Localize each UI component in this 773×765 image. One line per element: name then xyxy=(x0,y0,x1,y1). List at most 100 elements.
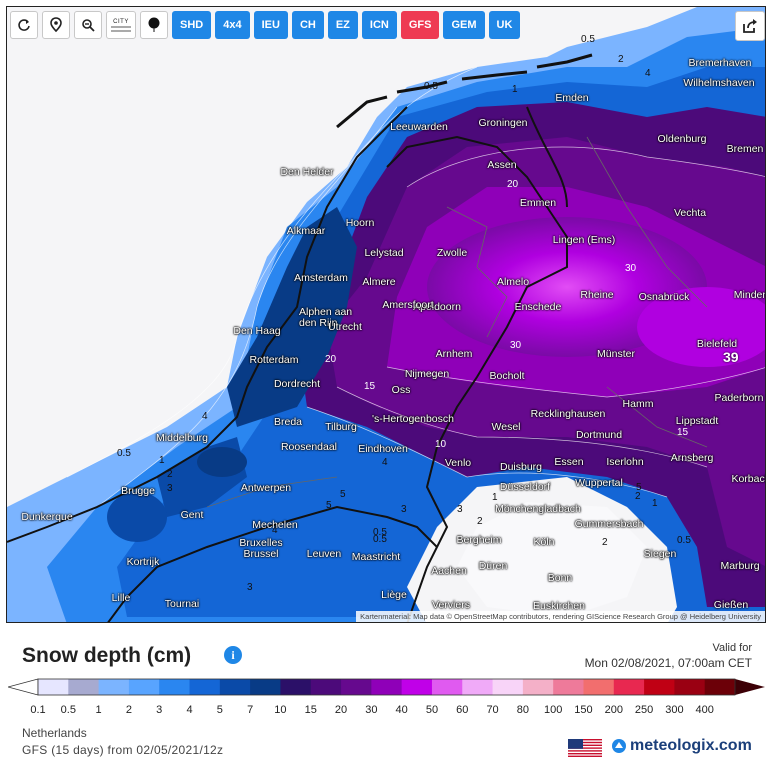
model-button-gem[interactable]: GEM xyxy=(443,11,485,39)
city-label: Tournai xyxy=(164,598,200,610)
scale-swatch xyxy=(704,679,736,695)
city-label: Emden xyxy=(555,92,589,104)
map-pin-icon xyxy=(50,17,62,33)
city-label: Bonn xyxy=(547,572,573,584)
city-label: Wesel xyxy=(491,421,521,433)
city-label: Eindhoven xyxy=(358,443,408,455)
scale-tick-label: 15 xyxy=(304,704,317,716)
contour-label: 1 xyxy=(652,498,658,509)
city-label: Korbach xyxy=(731,473,765,485)
scale-swatch xyxy=(613,679,645,695)
contour-label: 4 xyxy=(645,68,651,79)
scale-min-arrow xyxy=(8,678,39,696)
model-button-shd[interactable]: SHD xyxy=(172,11,212,39)
city-label: Düsseldorf xyxy=(499,481,551,493)
scale-swatch xyxy=(553,679,584,695)
city-label: Gießen xyxy=(713,599,749,611)
scale-swatch xyxy=(310,679,342,695)
city-label: Venlo xyxy=(444,457,472,469)
contour-label: 4 xyxy=(382,457,388,468)
scale-tick-label: 20 xyxy=(334,704,348,716)
valid-label: Valid for xyxy=(712,642,752,654)
share-icon xyxy=(743,19,757,33)
city-label: Den Helder xyxy=(280,166,334,178)
info-icon[interactable]: i xyxy=(224,646,242,664)
model-button-ez[interactable]: EZ xyxy=(327,11,358,39)
contour-label: 3 xyxy=(401,504,407,515)
contour-label: 20 xyxy=(507,179,519,190)
city-label: Almelo xyxy=(496,276,530,288)
city-label: Amersfoort xyxy=(382,299,434,311)
us-flag-icon[interactable] xyxy=(568,739,602,757)
map-toolbar: CITY SHD 4x4 IEU CH EZ ICN GFS GEM UK xyxy=(10,11,521,39)
city-label: Gent xyxy=(180,509,204,521)
meteologix-logo-icon xyxy=(612,739,626,753)
zoom-out-button[interactable] xyxy=(74,11,102,39)
contour-label: 20 xyxy=(325,354,337,365)
contour-label: 30 xyxy=(510,340,522,351)
city-label: Antwerpen xyxy=(240,482,292,494)
model-button-icn[interactable]: ICN xyxy=(361,11,397,39)
scale-tick-label: 60 xyxy=(456,704,469,716)
city-label: Alkmaar xyxy=(286,225,326,237)
city-label: Bergheim xyxy=(456,534,502,546)
contour-label: 30 xyxy=(625,263,637,274)
model-button-gfs[interactable]: GFS xyxy=(400,11,440,39)
scale-swatch xyxy=(128,679,160,695)
city-toggle-button[interactable]: CITY xyxy=(106,11,136,39)
city-label: Mechelen xyxy=(252,519,298,531)
city-label: Almere xyxy=(362,276,396,288)
contour-label: 0.5 xyxy=(373,534,387,545)
city-label: Alphen aan den Rijn xyxy=(299,306,353,329)
model-button-ieu[interactable]: IEU xyxy=(253,11,288,39)
city-label: Breda xyxy=(273,416,303,428)
balloon-button[interactable] xyxy=(140,11,168,39)
scale-swatch xyxy=(371,679,403,695)
contour-label: 5 xyxy=(636,482,642,493)
scale-swatch xyxy=(583,679,615,695)
city-label: Dunkerque xyxy=(21,511,73,523)
city-label: Lippstadt xyxy=(675,415,719,427)
city-label: Kortrijk xyxy=(126,556,160,568)
location-button[interactable] xyxy=(42,11,70,39)
zoom-out-icon xyxy=(82,19,95,32)
model-run-label: GFS (15 days) from 02/05/2021/12z xyxy=(22,743,224,757)
contour-label: 1 xyxy=(512,84,518,95)
scale-swatch xyxy=(280,679,312,695)
scale-tick-label: 200 xyxy=(604,704,623,716)
scale-swatch xyxy=(462,679,494,695)
model-button-4x4[interactable]: 4x4 xyxy=(215,11,250,39)
scale-tick-label: 80 xyxy=(516,704,529,716)
refresh-button[interactable] xyxy=(10,11,38,39)
city-label: Apeldoorn xyxy=(413,301,461,313)
city-label: Groningen xyxy=(478,117,528,129)
city-lines-icon xyxy=(111,26,131,31)
contour-label: 15 xyxy=(364,381,376,392)
brand-logo[interactable]: meteologix.com xyxy=(611,737,752,755)
contour-label: 3 xyxy=(247,582,253,593)
scale-tick-label: 30 xyxy=(365,704,378,716)
city-label: Middelburg xyxy=(156,432,208,444)
city-label: Brugge xyxy=(121,485,155,497)
city-label: Siegen xyxy=(643,548,677,560)
model-button-ch[interactable]: CH xyxy=(291,11,324,39)
scale-swatch xyxy=(68,679,100,695)
city-label: Bocholt xyxy=(489,370,525,382)
region-label: Netherlands xyxy=(22,726,87,740)
scale-swatch xyxy=(250,679,281,695)
weather-map[interactable]: Bremerhaven Wilhelmshaven Emden Leeuward… xyxy=(6,6,766,623)
scale-swatch xyxy=(522,679,554,695)
scale-tick-label: 5 xyxy=(216,704,223,716)
scale-tick-label: 40 xyxy=(395,704,408,716)
city-label: Oss xyxy=(391,384,411,396)
city-label: Paderborn xyxy=(714,392,764,404)
city-label: Assen xyxy=(487,159,517,171)
city-label: Liège xyxy=(381,589,407,601)
color-scale-ticks: 0.1 0.5 1 2 3 4 5 7 10 15 20 30 40 50 60 70 80 100 150 200 2… xyxy=(0,704,773,718)
share-button[interactable] xyxy=(735,11,765,41)
city-label: Mönchengladbach xyxy=(495,503,581,515)
scale-swatch xyxy=(189,679,221,695)
city-label: Enschede xyxy=(514,301,562,313)
model-button-uk[interactable]: UK xyxy=(488,11,521,39)
legend-title: Snow depth (cm) xyxy=(22,644,192,667)
